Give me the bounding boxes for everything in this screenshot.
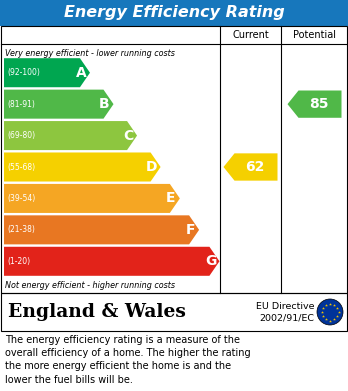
Bar xyxy=(1,26,347,293)
Text: Energy Efficiency Rating: Energy Efficiency Rating xyxy=(64,5,284,20)
Text: Not energy efficient - higher running costs: Not energy efficient - higher running co… xyxy=(5,280,175,289)
Text: F: F xyxy=(185,223,195,237)
Bar xyxy=(0,0,348,26)
Text: The energy efficiency rating is a measure of the
overall efficiency of a home. T: The energy efficiency rating is a measur… xyxy=(5,335,251,385)
Text: C: C xyxy=(123,129,133,143)
Text: (21-38): (21-38) xyxy=(7,225,35,234)
Text: 2002/91/EC: 2002/91/EC xyxy=(259,314,314,323)
Text: 62: 62 xyxy=(245,160,264,174)
Text: (81-91): (81-91) xyxy=(7,100,35,109)
Polygon shape xyxy=(223,153,277,181)
Text: Potential: Potential xyxy=(293,30,336,40)
Circle shape xyxy=(317,299,343,325)
Text: (39-54): (39-54) xyxy=(7,194,35,203)
Polygon shape xyxy=(4,152,160,181)
Text: A: A xyxy=(76,66,86,80)
Text: G: G xyxy=(205,254,216,268)
Polygon shape xyxy=(4,184,180,213)
Text: (55-68): (55-68) xyxy=(7,163,35,172)
Polygon shape xyxy=(4,58,90,87)
Polygon shape xyxy=(287,90,341,118)
Text: Current: Current xyxy=(232,30,269,40)
Bar xyxy=(1,293,347,331)
Text: EU Directive: EU Directive xyxy=(255,302,314,311)
Polygon shape xyxy=(4,215,199,244)
Text: (92-100): (92-100) xyxy=(7,68,40,77)
Text: B: B xyxy=(99,97,110,111)
Text: E: E xyxy=(166,192,176,205)
Polygon shape xyxy=(4,121,137,150)
Polygon shape xyxy=(4,247,220,276)
Text: (1-20): (1-20) xyxy=(7,257,30,266)
Polygon shape xyxy=(4,90,113,118)
Text: England & Wales: England & Wales xyxy=(8,303,186,321)
Text: D: D xyxy=(146,160,157,174)
Text: 85: 85 xyxy=(309,97,328,111)
Text: Very energy efficient - lower running costs: Very energy efficient - lower running co… xyxy=(5,50,175,59)
Text: (69-80): (69-80) xyxy=(7,131,35,140)
